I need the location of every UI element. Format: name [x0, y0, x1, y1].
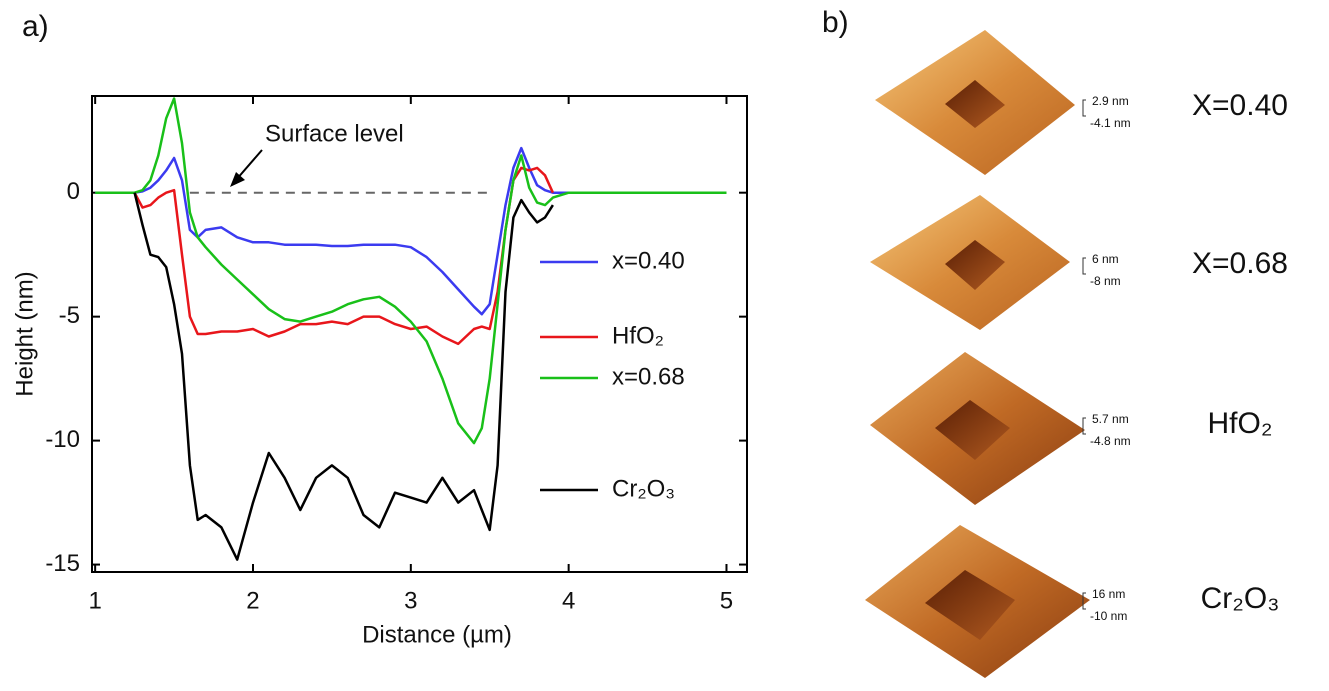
y-tick-label: -5: [59, 302, 80, 329]
data-line: [95, 148, 726, 314]
x-tick-label: 4: [562, 587, 575, 614]
x-axis-label: Distance (µm): [362, 621, 512, 648]
legend-label: x=0.68: [612, 363, 685, 390]
scale-min: -10 nm: [1090, 609, 1127, 623]
data-line: [135, 168, 553, 344]
figure: a) b) Distance (µm) Height (nm) 1 2 3 4 5 0 -5…: [0, 0, 1329, 686]
y-tick-label: -10: [45, 426, 80, 453]
annotation-arrowhead: [230, 172, 245, 187]
x-tick-label: 1: [88, 587, 101, 614]
y-tick-label: 0: [67, 178, 80, 205]
annotation: Surface level: [265, 120, 404, 147]
scale-max: 2.9 nm: [1092, 94, 1129, 108]
image-label: HfO₂: [1208, 407, 1273, 440]
panel-label: a): [22, 10, 49, 43]
legend-label: Cr₂O₃: [612, 475, 675, 502]
scale-min: -4.1 nm: [1090, 116, 1131, 130]
y-tick-label: -15: [45, 550, 80, 577]
afm-images: [865, 30, 1090, 678]
x-tick-label: 5: [720, 587, 733, 614]
scale-min: -4.8 nm: [1090, 434, 1131, 448]
scale-max: 5.7 nm: [1092, 412, 1129, 426]
x-tick-label: 3: [404, 587, 417, 614]
x-tick-label: 2: [246, 587, 259, 614]
scale-max: 16 nm: [1092, 587, 1125, 601]
panel-label: b): [822, 6, 849, 39]
scale-bracket: [1083, 258, 1086, 274]
y-axis-label: Height (nm): [11, 271, 38, 396]
scale-max: 6 nm: [1092, 252, 1119, 266]
scale-bracket: [1083, 100, 1086, 116]
image-label: Cr₂O₃: [1201, 582, 1280, 615]
image-label: X=0.68: [1192, 247, 1288, 280]
scale-bracket: [1083, 418, 1086, 434]
legend-label: HfO₂: [612, 322, 664, 349]
image-label: X=0.40: [1192, 89, 1288, 122]
scale-min: -8 nm: [1090, 274, 1121, 288]
legend-label: x=0.40: [612, 247, 685, 274]
